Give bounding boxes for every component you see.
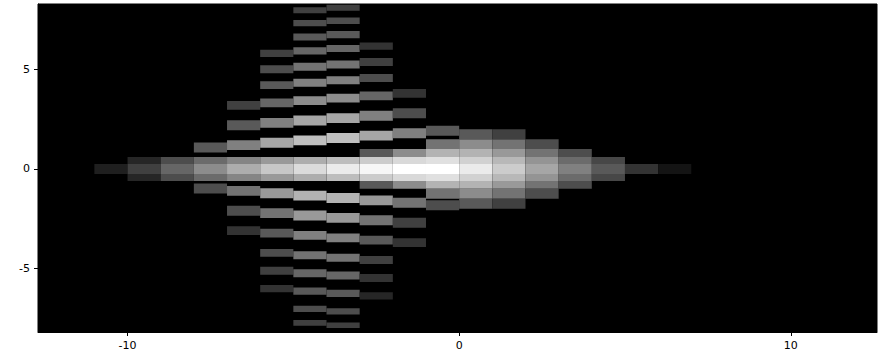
svg-text:5: 5 [23,63,30,76]
svg-text:0: 0 [456,339,463,352]
svg-text:0: 0 [23,162,30,175]
svg-text:-10: -10 [119,339,137,352]
svg-text:-5: -5 [19,262,30,275]
svg-text:10: 10 [784,339,798,352]
